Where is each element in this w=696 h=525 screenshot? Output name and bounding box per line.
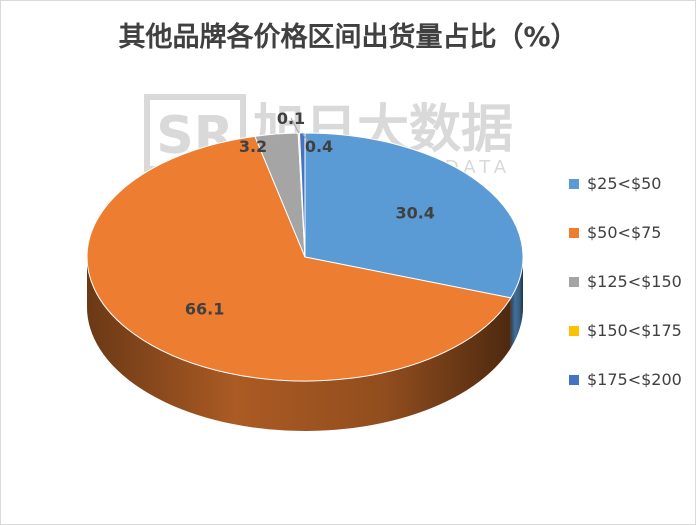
legend-swatch <box>569 178 579 189</box>
chart-title: 其他品牌各价格区间出货量占比（%） <box>118 22 578 53</box>
legend-item-150-175: $150<$175 <box>569 318 693 343</box>
legend-swatch <box>569 227 579 238</box>
legend-item-125-150: $125<$150 <box>569 269 693 294</box>
pie-slice-50-75 <box>86 135 512 382</box>
data-label-150-175: 0.1 <box>277 109 305 128</box>
legend-label: $125<$150 <box>587 272 682 291</box>
leader-line-125-150 <box>270 133 277 147</box>
legend-label: $25<$50 <box>587 174 662 193</box>
pie-side-shading <box>510 257 523 348</box>
data-label-50-75: 66.1 <box>185 299 224 318</box>
legend-label: $175<$200 <box>587 370 682 389</box>
legend-item-50-75: $50<$75 <box>569 220 693 245</box>
legend-label: $50<$75 <box>587 223 662 242</box>
pie-data-labels: 30.4 66.1 3.2 0.10.4 <box>185 109 435 318</box>
legend-label: $150<$175 <box>587 321 682 340</box>
legend-swatch <box>569 276 579 287</box>
legend-item-175-200: $175<$200 <box>569 367 693 392</box>
legend-swatch <box>569 325 579 336</box>
legend-item-25-50: $25<$50 <box>569 171 693 196</box>
leader-line-150-175 <box>290 117 300 134</box>
data-label-125-150: 3.2 <box>239 137 267 156</box>
pie-sides <box>87 257 523 431</box>
legend-swatch <box>569 374 579 385</box>
legend: $25<$50 $50<$75 $125<$150 $150<$175 $175<$20… <box>569 171 693 416</box>
pie-slice-25-50 <box>304 132 524 299</box>
pie-top <box>86 132 524 382</box>
data-label-175-200: 0.4 <box>305 137 333 156</box>
data-label-25-50: 30.4 <box>395 203 434 222</box>
pie-side-shading <box>87 257 511 431</box>
leader-line-175-200 <box>301 132 312 147</box>
